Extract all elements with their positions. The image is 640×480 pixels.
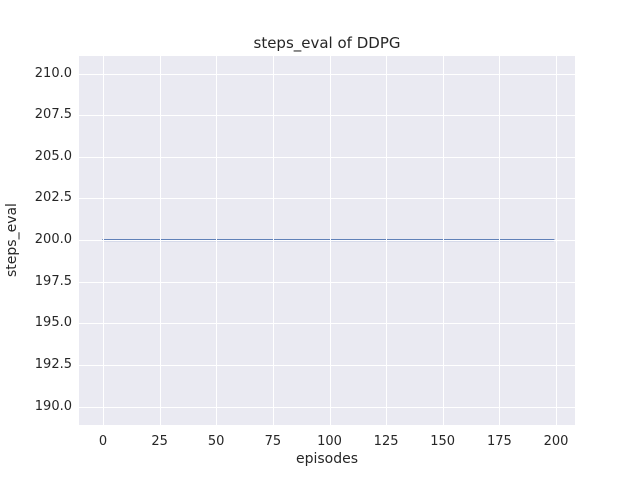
gridline-horizontal bbox=[79, 406, 575, 408]
gridline-horizontal bbox=[79, 73, 575, 75]
x-tick-label: 200 bbox=[543, 434, 569, 449]
y-tick-label: 202.5 bbox=[34, 190, 72, 206]
gridline-horizontal bbox=[79, 198, 575, 200]
gridline-horizontal bbox=[79, 156, 575, 158]
y-tick-label: 200.0 bbox=[34, 232, 72, 248]
y-tick-label: 190.0 bbox=[34, 398, 72, 414]
x-tick-label: 175 bbox=[486, 434, 512, 449]
gridline-horizontal bbox=[79, 365, 575, 366]
gridline-horizontal bbox=[79, 240, 575, 242]
y-tick-label: 192.5 bbox=[34, 357, 72, 372]
y-tick-label: 197.5 bbox=[34, 273, 72, 289]
gridline-horizontal bbox=[79, 323, 575, 325]
y-tick-label: 210.0 bbox=[34, 65, 72, 81]
x-tick-label: 125 bbox=[373, 434, 399, 449]
x-tick-label: 100 bbox=[317, 434, 342, 449]
x-tick-label: 50 bbox=[207, 434, 225, 449]
x-tick-label: 150 bbox=[430, 434, 456, 449]
plot-area bbox=[79, 56, 575, 425]
y-tick-label: 195.0 bbox=[34, 315, 72, 331]
x-axis-label: episodes bbox=[295, 451, 359, 467]
gridline-horizontal bbox=[79, 281, 575, 283]
y-tick-label: 207.5 bbox=[34, 107, 72, 123]
chart-title: steps_eval of DDPG bbox=[253, 34, 401, 52]
x-tick-label: 75 bbox=[264, 434, 282, 449]
x-tick-label: 25 bbox=[151, 434, 168, 449]
gridline-horizontal bbox=[79, 115, 575, 117]
y-tick-label: 205.0 bbox=[34, 148, 72, 164]
x-tick-label: 0 bbox=[98, 434, 108, 449]
